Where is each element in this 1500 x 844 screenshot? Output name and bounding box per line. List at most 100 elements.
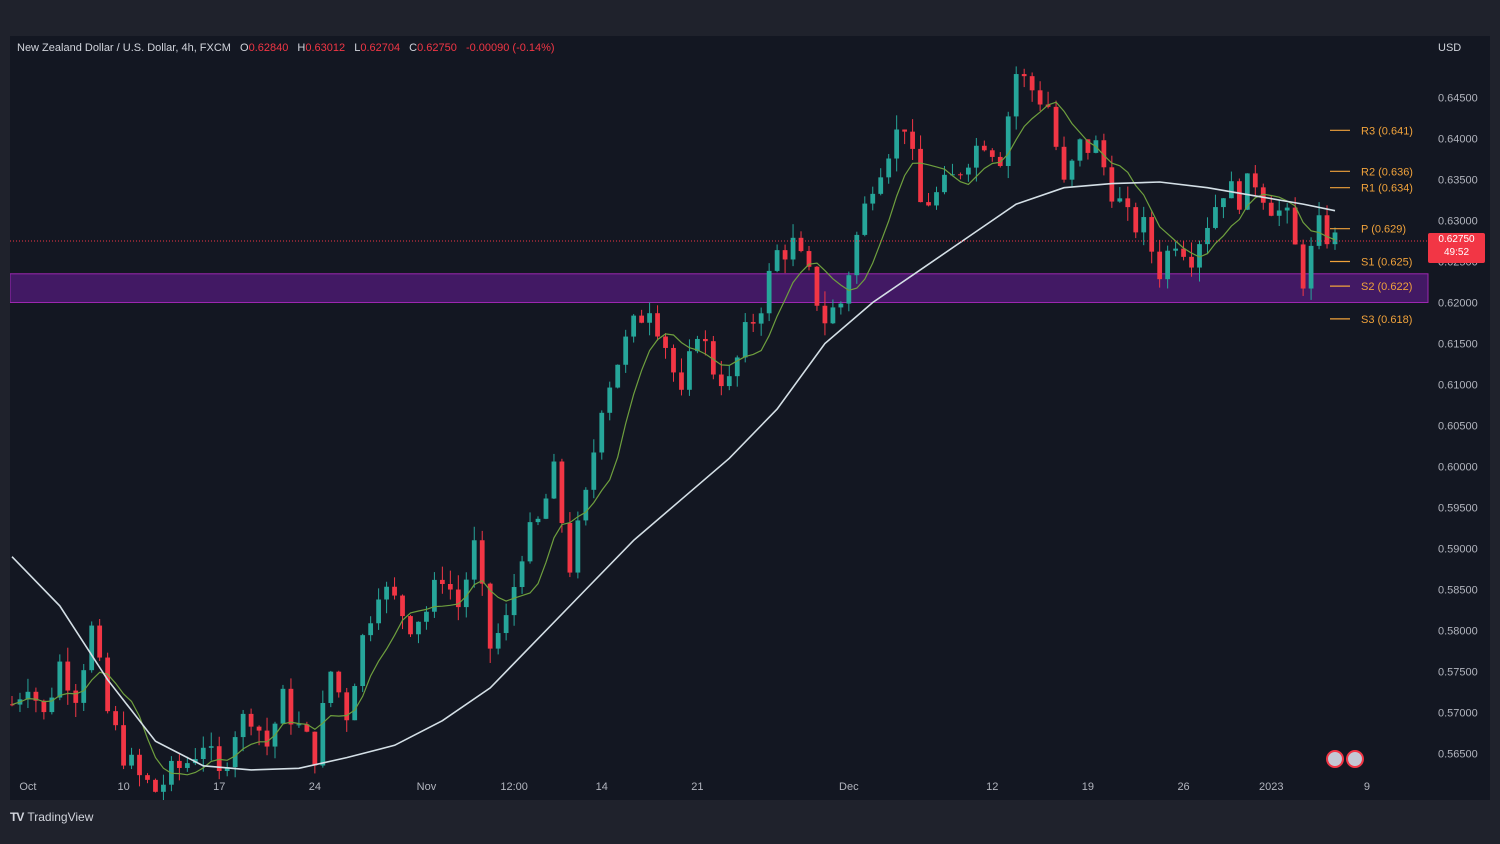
- candle-body: [25, 691, 31, 700]
- candle-body: [1324, 215, 1330, 245]
- candle-body: [599, 412, 605, 453]
- candle-body: [663, 336, 668, 348]
- candle-body: [176, 760, 182, 768]
- candle-body: [926, 202, 931, 206]
- candle-body: [137, 754, 142, 776]
- candle-body: [1157, 251, 1163, 280]
- candle-body: [1149, 217, 1155, 252]
- tradingview-icon: TV: [10, 810, 24, 824]
- candle-body: [543, 498, 549, 519]
- candle-body: [216, 746, 222, 772]
- x-tick-label: 24: [309, 781, 321, 793]
- pivot-label: R1 (0.634): [1361, 183, 1413, 195]
- candle-body: [487, 583, 493, 649]
- candle-body: [503, 615, 509, 634]
- candle-body: [1229, 181, 1234, 199]
- low-label: L: [354, 42, 361, 54]
- candle-body: [750, 322, 756, 324]
- y-tick-label: 0.61000: [1438, 380, 1478, 392]
- candle-body: [934, 192, 939, 206]
- candle-body: [1101, 140, 1107, 168]
- x-tick-label: 14: [596, 781, 608, 793]
- candle-body: [439, 579, 445, 584]
- close-label: C: [409, 42, 418, 54]
- last-price-value: 0.62750: [1438, 234, 1475, 245]
- candle-body: [989, 150, 995, 157]
- candle-body: [320, 703, 326, 766]
- candle-body: [870, 193, 876, 204]
- short-moving-average: [11, 101, 1336, 776]
- chart-area[interactable]: 0.56500 0.57000 0.57500 0.58000 0.58500 0.590…: [10, 36, 1490, 800]
- last-price-tag: 0.62750 49:52: [1428, 233, 1485, 263]
- candle-body: [280, 688, 286, 724]
- candle-body: [567, 522, 573, 573]
- y-tick-label: 0.63500: [1438, 175, 1478, 187]
- candle-body: [392, 586, 397, 596]
- candle-body: [854, 234, 860, 276]
- y-tick-label: 0.61500: [1438, 339, 1478, 351]
- x-tick-label: 9: [1364, 781, 1370, 793]
- candle-body: [232, 737, 238, 768]
- candle-body: [695, 338, 700, 352]
- candle-body: [535, 518, 541, 523]
- candle-body: [623, 336, 629, 365]
- pivot-label: R3 (0.641): [1361, 125, 1413, 137]
- candle-body: [981, 145, 987, 151]
- candle-body: [1236, 181, 1242, 210]
- candle-body: [129, 754, 134, 766]
- x-tick-label: 10: [117, 781, 129, 793]
- us-flag-icon-2[interactable]: [1346, 750, 1364, 768]
- candle-body: [822, 305, 828, 324]
- candle-body: [153, 779, 158, 792]
- x-tick-label: 12:00: [500, 781, 528, 793]
- open-label: O: [240, 42, 249, 54]
- candle-body: [607, 387, 613, 413]
- us-flag-icon[interactable]: [1326, 750, 1344, 768]
- y-tick-label: 0.63000: [1438, 216, 1478, 228]
- candle-body: [798, 237, 804, 252]
- candle-body: [495, 633, 501, 649]
- x-tick-label: 12: [986, 781, 998, 793]
- candle-body: [726, 376, 732, 387]
- candle-body: [1292, 207, 1298, 245]
- x-tick-label: 26: [1177, 781, 1189, 793]
- candle-body: [424, 611, 429, 622]
- price-chart[interactable]: 0.56500 0.57000 0.57500 0.58000 0.58500 0.590…: [10, 36, 1490, 800]
- candle-body: [1308, 245, 1314, 289]
- candle-body: [1276, 210, 1282, 216]
- tradingview-name: TradingView: [27, 810, 94, 824]
- candle-body: [296, 724, 302, 726]
- candle-body: [288, 688, 294, 725]
- candle-body: [639, 315, 645, 323]
- x-tick-label: 19: [1082, 781, 1094, 793]
- candle-body: [655, 313, 660, 337]
- candle-body: [1181, 248, 1186, 257]
- candle-body: [304, 724, 310, 732]
- candle-body: [942, 174, 947, 193]
- candle-body: [615, 364, 621, 388]
- candle-body: [344, 692, 350, 721]
- candle-body: [918, 148, 923, 203]
- candle-body: [1053, 106, 1059, 147]
- y-tick-label: 0.60000: [1438, 462, 1478, 474]
- y-tick-label: 0.59000: [1438, 544, 1478, 556]
- candle-body: [416, 621, 421, 635]
- candle-body: [1069, 160, 1075, 180]
- candle-body: [248, 713, 254, 727]
- candle-body: [790, 237, 796, 260]
- currency-label: USD: [1438, 42, 1462, 54]
- candle-body: [455, 589, 461, 608]
- event-badges[interactable]: [1326, 750, 1364, 768]
- candle-body: [679, 372, 684, 390]
- candle-body: [1316, 215, 1322, 246]
- y-tick-label: 0.64500: [1438, 93, 1478, 105]
- candle-body: [376, 599, 381, 624]
- candle-body: [1125, 198, 1131, 208]
- tradingview-logo[interactable]: TV TradingView: [10, 810, 93, 824]
- high-label: H: [297, 42, 306, 54]
- candle-body: [631, 315, 637, 337]
- x-tick-label: 2023: [1259, 781, 1283, 793]
- y-tick-label: 0.64000: [1438, 134, 1478, 146]
- candle-body: [145, 775, 150, 780]
- candle-body: [41, 700, 47, 713]
